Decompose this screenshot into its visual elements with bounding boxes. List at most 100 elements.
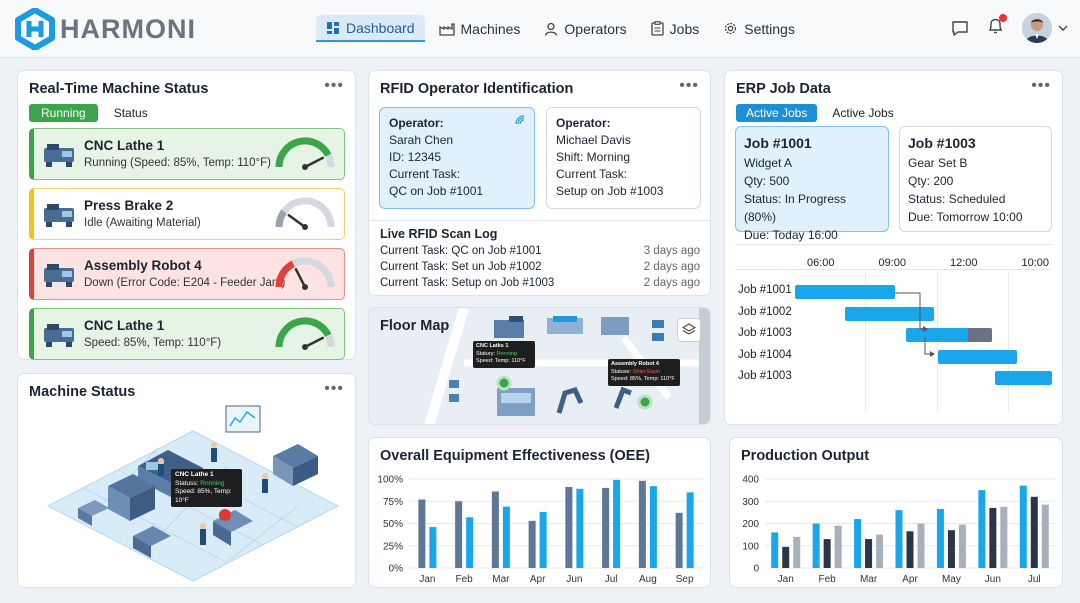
more-options-button[interactable]: ••• [324,380,344,397]
nav-operators[interactable]: Operators [534,15,636,42]
rfid-scan-log: Live RFID Scan Log Current Task: QC on J… [380,227,700,291]
nav-settings-label: Settings [744,20,795,37]
user-avatar-icon [1022,13,1052,43]
machine-name: CNC Lathe 1 [84,138,165,153]
tab-status[interactable]: Status [113,106,148,120]
machine-icon [44,324,74,347]
bar-series-1[interactable] [782,546,790,568]
more-options-button[interactable]: ••• [1031,77,1051,94]
gantt-row-label: Job #1004 [738,348,792,361]
machine-name: Assembly Robot 4 [84,258,202,273]
bar-series-1[interactable] [865,539,873,568]
machine-row[interactable]: CNC Lathe 1 Running (Speed: 85%, Temp: 1… [29,128,345,180]
brand-logo[interactable]: HARMONI [14,8,196,50]
layers-button[interactable] [677,318,701,342]
bar-series-1[interactable] [823,539,831,568]
job-card[interactable]: Job #1003 Gear Set B Qty: 200 Status: Sc… [899,126,1052,232]
gantt-bar[interactable] [845,306,935,321]
bar-series-0[interactable] [602,487,610,568]
bar-series-1[interactable] [576,488,584,568]
x-tick-label: Mar [492,574,510,585]
bar-series-2[interactable] [958,524,966,568]
gantt-bar[interactable] [905,328,992,342]
bar-series-2[interactable] [1041,504,1049,568]
more-options-button[interactable]: ••• [324,77,344,94]
tab-active-jobs[interactable]: Active Jobs [736,104,818,122]
machine-row[interactable]: Assembly Robot 4 Down (Error Code: E204 … [29,248,345,300]
divider [369,220,710,221]
bar-series-2[interactable] [917,523,925,569]
bar-series-2[interactable] [834,525,842,568]
nav-settings[interactable]: Settings [713,15,805,42]
nav-jobs[interactable]: Jobs [641,15,710,42]
bar-series-0[interactable] [491,491,499,568]
bar-series-0[interactable] [978,490,986,568]
scan-log-entry[interactable]: Current Task: Set un Job #1002 2 days ago [380,259,700,275]
tab-running[interactable]: Running [29,104,98,122]
bar-series-1[interactable] [649,486,657,568]
bar-series-1[interactable] [429,527,437,568]
gantt-bar-remaining [967,328,992,342]
gantt-bar[interactable] [938,349,1017,364]
more-options-button[interactable]: ••• [679,77,699,94]
user-menu[interactable] [1022,13,1068,43]
bar-series-0[interactable] [565,487,573,568]
bar-series-1[interactable] [539,511,547,568]
bar-series-1[interactable] [906,531,914,568]
bar-series-1[interactable] [989,507,997,568]
gantt-bar[interactable] [795,285,896,299]
scan-log-entry[interactable]: Current Task: Setup on Job #1003 2 days a… [380,275,700,291]
bar-series-1[interactable] [947,530,955,568]
chat-icon[interactable] [951,20,969,37]
notifications-button[interactable] [987,13,1007,40]
bar-series-0[interactable] [771,532,779,568]
bar-series-0[interactable] [418,499,426,568]
floor-map-card: Floor Map CNC Latks 1 Statury: Rnnning S… [368,307,711,425]
machine-name: Press Brake 2 [84,198,174,213]
bar-series-0[interactable] [675,512,683,568]
nav-jobs-label: Jobs [669,20,700,37]
bar-series-1[interactable] [466,517,474,568]
machine-row[interactable]: CNC Lathe 1 Speed: 85%, Temp: 110°F) [29,308,345,360]
gauge-icon [275,257,335,290]
scan-log-entry[interactable]: Current Task: QC on Job #1001 3 days ago [380,243,700,259]
bar-series-0[interactable] [936,509,944,568]
bar-series-0[interactable] [638,480,646,568]
bar-series-2[interactable] [1000,506,1008,568]
floor-map-illustration[interactable] [369,308,711,425]
operator-heading: Operator: [556,116,611,130]
nav-machines[interactable]: Machines [429,15,531,42]
y-tick-label: 200 [742,519,759,530]
operator-card[interactable]: Operator: Michael Davis Shift: Morning C… [546,107,701,209]
bar-series-2[interactable] [876,534,884,568]
bar-series-0[interactable] [1019,485,1027,568]
job-item: Widget A [744,156,793,170]
machine-row[interactable]: Press Brake 2 Idle (Awaiting Material) [29,188,345,240]
bell-icon [988,18,1003,33]
bar-series-0[interactable] [854,519,862,568]
user-icon [545,22,558,36]
bar-series-0[interactable] [812,523,820,569]
bar-series-1[interactable] [686,492,694,568]
nav-dashboard[interactable]: Dashboard [316,15,425,42]
bar-series-1[interactable] [613,479,621,568]
bar-series-0[interactable] [895,510,903,568]
bar-series-1[interactable] [1030,496,1038,568]
operator-card-active[interactable]: Operator: Sarah Chen ID: 12345 Current T… [379,107,535,209]
gantt-gridline [1008,271,1009,411]
x-tick-label: Mar [860,574,878,585]
x-tick-label: Jul [1028,574,1041,585]
bar-series-2[interactable] [793,536,801,568]
gauge-icon [275,317,335,350]
bar-series-1[interactable] [502,506,510,568]
gantt-time-label: 12:00 [950,257,978,269]
job-card-active[interactable]: Job #1001 Widget A Qty: 500 Status: In P… [735,126,889,242]
scan-log-time: 3 days ago [643,245,700,257]
scan-log-text: Current Task: Setup on Job #1003 [380,277,555,289]
machine-icon [44,264,74,287]
oee-chart: 100% 75% 50% 25% 0% Jan Feb Mar Apr Jun Jul Aug Sep [377,475,703,585]
bar-series-0[interactable] [528,520,536,568]
gantt-bar[interactable] [995,371,1052,385]
tab-jobs[interactable]: Active Jobs [832,106,894,120]
bar-series-0[interactable] [455,501,463,568]
